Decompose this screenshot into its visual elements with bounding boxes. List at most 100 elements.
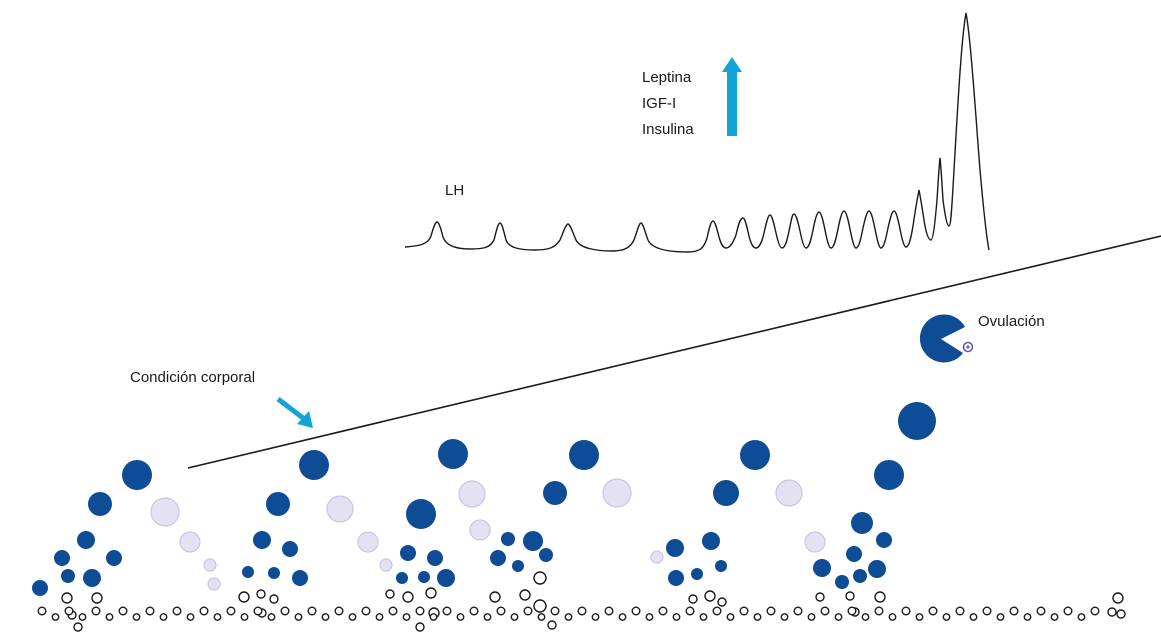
small-follicle bbox=[483, 613, 492, 621]
small-follicle bbox=[1023, 613, 1032, 621]
small-follicle bbox=[267, 613, 276, 621]
small-follicle bbox=[91, 606, 101, 616]
small-follicle bbox=[425, 587, 437, 599]
small-follicle bbox=[442, 606, 452, 616]
small-follicle bbox=[591, 613, 600, 621]
dominant-follicle bbox=[266, 492, 290, 516]
body-condition-line bbox=[187, 235, 1161, 469]
small-follicle bbox=[726, 613, 735, 621]
dominant-follicle bbox=[876, 532, 892, 548]
small-follicle bbox=[845, 591, 855, 601]
small-follicle bbox=[564, 613, 573, 621]
small-follicle bbox=[699, 613, 708, 621]
atretic-follicle bbox=[179, 531, 201, 553]
atretic-follicle bbox=[203, 558, 217, 572]
atretic-follicle bbox=[379, 558, 393, 572]
small-follicle bbox=[969, 613, 978, 621]
small-follicle bbox=[145, 606, 155, 616]
dominant-follicle bbox=[122, 460, 152, 490]
small-follicle bbox=[269, 594, 279, 604]
small-follicle bbox=[469, 606, 479, 616]
small-follicle bbox=[604, 606, 614, 616]
dominant-follicle bbox=[396, 572, 408, 584]
small-follicle bbox=[238, 591, 250, 603]
small-follicle bbox=[61, 592, 73, 604]
small-follicle bbox=[753, 613, 762, 621]
small-follicle bbox=[915, 613, 924, 621]
small-follicle bbox=[1050, 613, 1059, 621]
dominant-follicle bbox=[490, 550, 506, 566]
small-follicle bbox=[519, 589, 531, 601]
small-follicle bbox=[256, 589, 266, 599]
atretic-follicle bbox=[326, 495, 354, 523]
dominant-follicle bbox=[668, 570, 684, 586]
dominant-follicle bbox=[253, 531, 271, 549]
atretic-follicle bbox=[804, 531, 826, 553]
small-follicle bbox=[861, 613, 870, 621]
ovulation-label: Ovulación bbox=[978, 313, 1045, 330]
small-follicle bbox=[631, 606, 641, 616]
small-follicle bbox=[704, 590, 716, 602]
small-follicle bbox=[1063, 606, 1073, 616]
small-follicle bbox=[807, 613, 816, 621]
small-follicle bbox=[510, 613, 519, 621]
dominant-follicle bbox=[32, 580, 48, 596]
small-follicle bbox=[766, 606, 776, 616]
small-follicle bbox=[780, 613, 789, 621]
dominant-follicle bbox=[106, 550, 122, 566]
small-follicle bbox=[717, 597, 727, 607]
small-follicle bbox=[712, 606, 722, 616]
hormone-label-igf: IGF-I bbox=[642, 95, 676, 112]
small-follicle bbox=[996, 613, 1005, 621]
small-follicle bbox=[888, 613, 897, 621]
small-follicle bbox=[820, 606, 830, 616]
hormone-label-leptina: Leptina bbox=[642, 69, 692, 86]
small-follicle bbox=[533, 599, 547, 613]
small-follicle bbox=[982, 606, 992, 616]
small-follicle bbox=[834, 613, 843, 621]
small-follicle bbox=[1090, 606, 1100, 616]
small-follicle bbox=[91, 592, 103, 604]
dominant-follicle bbox=[715, 560, 727, 572]
dominant-follicle bbox=[77, 531, 95, 549]
small-follicle bbox=[240, 613, 249, 621]
small-follicle bbox=[37, 606, 47, 616]
dominant-follicle bbox=[282, 541, 298, 557]
small-follicle bbox=[213, 613, 222, 621]
dominant-follicle bbox=[868, 560, 886, 578]
dominant-follicle bbox=[666, 539, 684, 557]
small-follicle bbox=[496, 606, 506, 616]
small-follicle bbox=[874, 591, 886, 603]
up-arrow-icon bbox=[722, 57, 742, 136]
dominant-follicle bbox=[713, 480, 739, 506]
small-follicle bbox=[186, 613, 195, 621]
small-follicle bbox=[1036, 606, 1046, 616]
dominant-follicle bbox=[437, 569, 455, 587]
small-follicle bbox=[388, 606, 398, 616]
small-follicle bbox=[1116, 609, 1126, 619]
atretic-follicle bbox=[775, 479, 803, 507]
dominant-follicle bbox=[61, 569, 75, 583]
dominant-follicle bbox=[539, 548, 553, 562]
diagonal-arrow-icon bbox=[276, 397, 313, 428]
small-follicle bbox=[456, 613, 465, 621]
small-follicle bbox=[645, 613, 654, 621]
small-follicle bbox=[901, 606, 911, 616]
small-follicle bbox=[618, 613, 627, 621]
small-follicle bbox=[321, 613, 330, 621]
small-follicle bbox=[685, 606, 695, 616]
dominant-follicle bbox=[54, 550, 70, 566]
small-follicle bbox=[172, 606, 182, 616]
small-follicle bbox=[402, 613, 411, 621]
small-follicle bbox=[955, 606, 965, 616]
small-follicle bbox=[361, 606, 371, 616]
small-follicle bbox=[550, 606, 560, 616]
dominant-follicle bbox=[898, 402, 936, 440]
small-follicle bbox=[415, 622, 425, 632]
dominant-follicle bbox=[512, 560, 524, 572]
dominant-follicle bbox=[299, 450, 329, 480]
small-follicle bbox=[375, 613, 384, 621]
dominant-follicle bbox=[835, 575, 849, 589]
small-follicle bbox=[874, 606, 884, 616]
